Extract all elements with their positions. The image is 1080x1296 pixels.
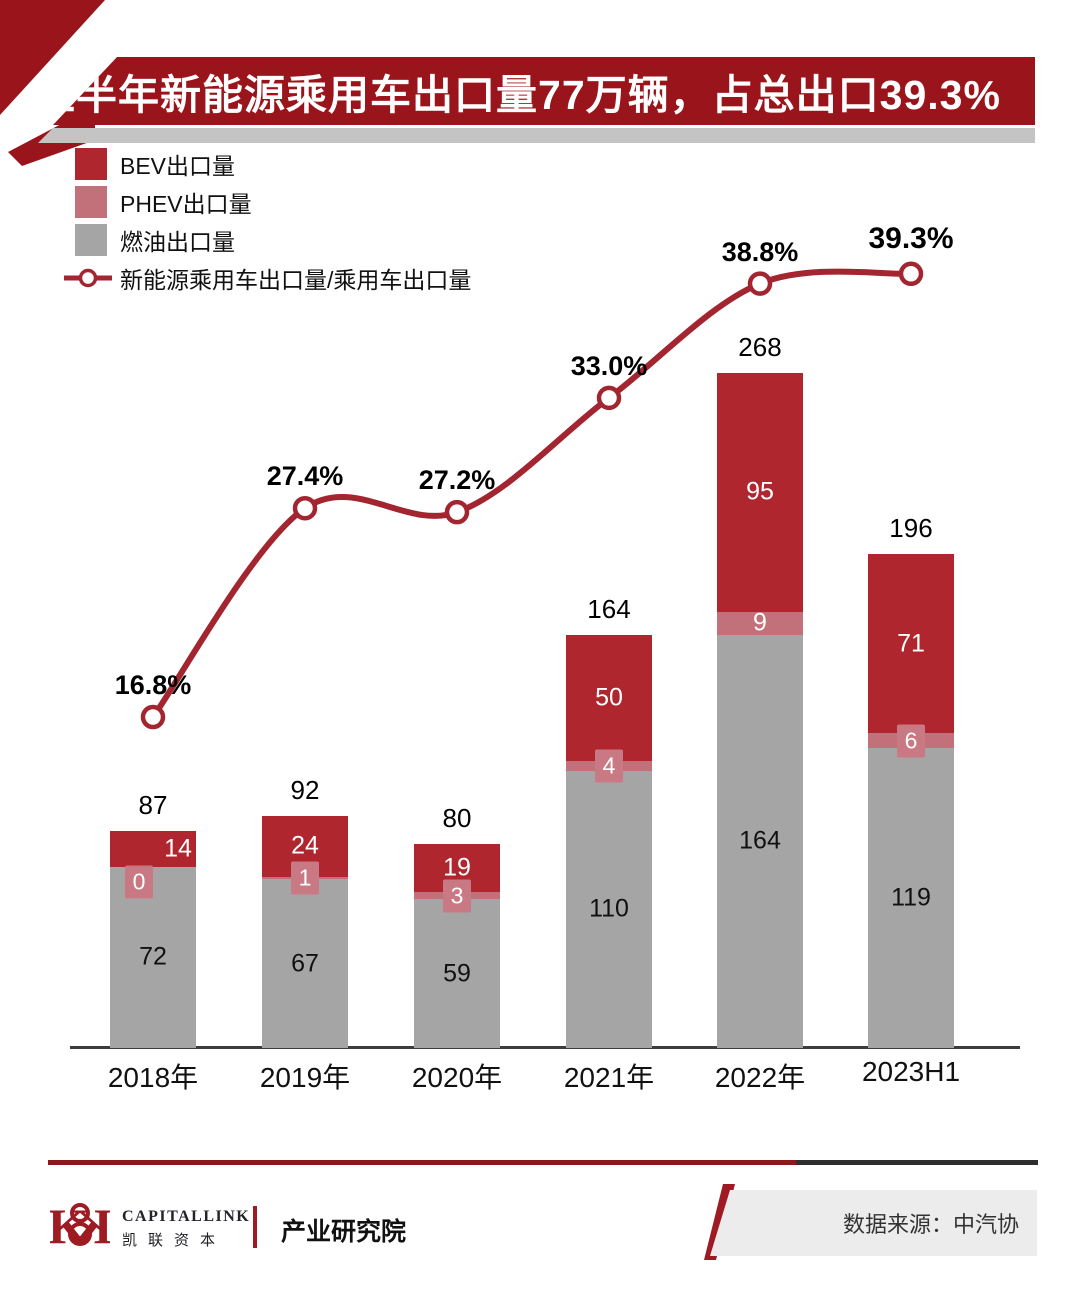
bar-segment	[868, 554, 954, 733]
bev-value-label: 95	[746, 477, 774, 506]
phev-value-label: 4	[595, 749, 623, 783]
fuel-value-label: 59	[443, 959, 471, 988]
footer-vertical-divider	[253, 1206, 257, 1248]
line-point-marker	[140, 704, 166, 730]
bev-swatch-icon	[75, 148, 107, 180]
data-source-text: 数据来源：中汽协	[842, 1212, 1019, 1237]
line-point-marker	[747, 271, 773, 296]
line-point-marker	[444, 499, 470, 525]
line-marker-icon	[64, 268, 112, 288]
fuel-value-label: 164	[739, 826, 781, 855]
research-division-label: 产业研究院	[281, 1218, 407, 1246]
x-axis-label: 2018年	[107, 1062, 199, 1093]
bar-segment	[717, 612, 803, 635]
phev-value-label: 3	[443, 879, 471, 913]
bar-total-label: 164	[587, 593, 631, 624]
bar-segment	[868, 748, 954, 1048]
data-source-box: 数据来源：中汽协	[710, 1190, 1037, 1256]
footer-divider-dark	[796, 1160, 1038, 1165]
title-banner: 上半年新能源乘用车出口量77万辆，占总出口39.3%	[34, 57, 1035, 125]
logo-name-en: CAPITALLINK	[122, 1208, 251, 1225]
bar-total-label: 268	[738, 331, 782, 362]
bar-total-label: 80	[442, 802, 472, 833]
legend-item-fuel: 燃油出口量	[75, 224, 471, 256]
x-axis-label: 2022年	[714, 1062, 806, 1093]
legend-label: PHEV出口量	[120, 191, 252, 217]
bar-segment	[717, 634, 803, 1048]
bar-segment	[262, 879, 348, 1048]
phev-value-label: 0	[125, 865, 153, 899]
phev-value-label: 1	[291, 861, 319, 895]
fuel-value-label: 110	[589, 894, 629, 923]
legend-label: 燃油出口量	[120, 229, 235, 255]
chart-legend: BEV出口量 PHEV出口量 燃油出口量 新能源乘用车出口量/乘用车出口量	[64, 148, 472, 294]
x-axis-label: 2019年	[259, 1062, 351, 1093]
legend-label: 新能源乘用车出口量/乘用车出口量	[120, 267, 472, 293]
percent-label: 38.8%	[721, 236, 799, 267]
footer-divider-red	[48, 1160, 796, 1165]
x-axis-label: 2021年	[563, 1062, 655, 1093]
page-title: 上半年新能源乘用车出口量77万辆，占总出口39.3%	[34, 72, 1001, 118]
x-axis-line	[70, 1046, 1020, 1049]
percent-label: 39.3%	[868, 221, 954, 255]
line-point-marker	[292, 495, 318, 521]
fuel-value-label: 119	[891, 883, 931, 912]
legend-item-bev: BEV出口量	[75, 148, 471, 180]
bar-total-label: 87	[138, 790, 168, 821]
legend-item-phev: PHEV出口量	[75, 186, 471, 218]
legend-item-line: 新能源乘用车出口量/乘用车出口量	[64, 262, 472, 294]
line-point-marker	[898, 261, 924, 287]
bev-value-label: 14	[164, 834, 192, 863]
fuel-value-label: 72	[139, 942, 167, 971]
phev-value-label: 6	[897, 724, 925, 758]
bar-segment	[566, 770, 652, 1048]
bev-value-label: 71	[897, 629, 925, 658]
line-point-marker	[596, 385, 622, 411]
bar-segment	[717, 372, 803, 613]
bev-value-label: 24	[291, 831, 319, 860]
logo-text-block: CAPITALLINK 凯联资本	[122, 1208, 252, 1250]
bar-segment	[414, 899, 500, 1048]
bar-total-label: 196	[889, 513, 933, 544]
logo-name-cn: 凯联资本	[122, 1232, 227, 1249]
bar-segment	[110, 866, 196, 1048]
bev-value-label: 50	[595, 683, 623, 712]
percent-label: 27.2%	[418, 465, 496, 496]
legend-label: BEV出口量	[120, 153, 236, 179]
fuel-value-label: 67	[291, 949, 319, 978]
percent-label: 16.8%	[114, 670, 192, 701]
bev-value-label: 19	[443, 853, 471, 882]
percent-label: 33.0%	[570, 350, 648, 381]
x-axis-label: 2023H1	[861, 1056, 961, 1087]
phev-value-label: 9	[753, 608, 767, 637]
capitallink-logo-icon: K K	[50, 1198, 110, 1254]
x-axis-label: 2020年	[411, 1062, 503, 1093]
phev-swatch-icon	[75, 186, 107, 218]
bar-total-label: 92	[290, 775, 320, 806]
title-banner-shadow	[38, 128, 1035, 143]
percent-label: 27.4%	[266, 461, 344, 492]
bar-segment	[566, 634, 652, 761]
fuel-swatch-icon	[75, 224, 107, 256]
bar-segment	[110, 831, 196, 867]
